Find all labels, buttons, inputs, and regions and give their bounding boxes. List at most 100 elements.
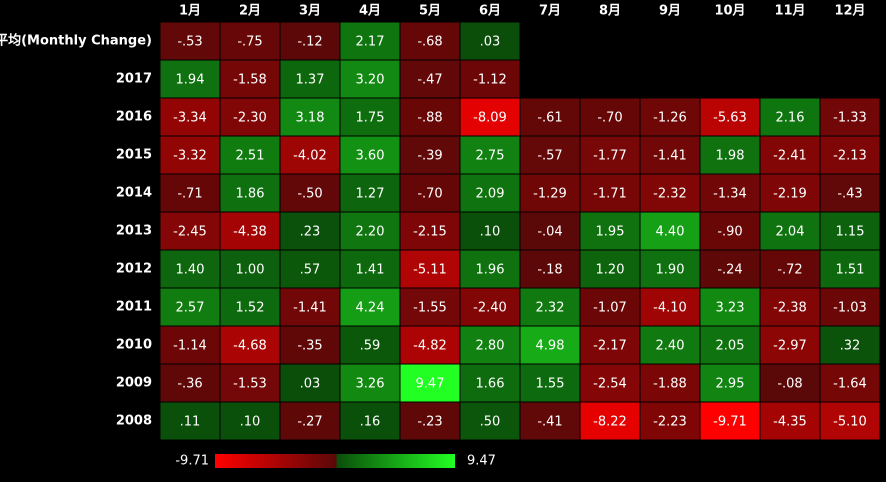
cell-label: -4.38 [233, 225, 267, 240]
row-label: 2013 [116, 224, 152, 239]
cell-label: -.57 [537, 149, 562, 164]
cell-label: -.23 [417, 415, 442, 430]
heatmap-cell [339, 325, 401, 365]
cell-label: 3.26 [356, 377, 385, 392]
cell-label: -2.38 [773, 301, 807, 316]
cell-label: .11 [180, 415, 201, 430]
cell-label: -2.30 [233, 111, 267, 126]
cell-label: 2.80 [476, 339, 505, 354]
heatmap-cell [519, 211, 581, 251]
cell-label: 1.20 [596, 263, 625, 278]
cell-label: 9.47 [416, 377, 445, 392]
cell-label: -1.64 [833, 377, 867, 392]
cell-label: -9.71 [713, 415, 747, 430]
cell-label: -2.97 [773, 339, 807, 354]
cell-label: .16 [360, 415, 381, 430]
cell-label: 1.41 [356, 263, 385, 278]
cell-label: -5.63 [713, 111, 747, 126]
heatmap-cell [339, 401, 401, 441]
cell-label: 2.57 [176, 301, 205, 316]
cell-label: 2.95 [716, 377, 745, 392]
cell-label: -2.54 [593, 377, 627, 392]
cell-label: 1.51 [836, 263, 865, 278]
heatmap-cell [279, 211, 341, 251]
cell-label: -2.40 [473, 301, 507, 316]
heatmap-cell [279, 173, 341, 213]
cell-label: -.47 [417, 73, 442, 88]
cell-label: -.68 [417, 35, 442, 50]
cell-label: 2.20 [356, 225, 385, 240]
heatmap-cell [459, 211, 521, 251]
heatmap-cell [339, 287, 401, 327]
heatmap-cell [819, 173, 881, 213]
heatmap-cell [399, 287, 461, 327]
column-label: 4月 [359, 4, 381, 19]
heatmap-cell [639, 287, 701, 327]
heatmap-cell [159, 173, 221, 213]
cell-label: -1.07 [593, 301, 627, 316]
cell-label: -2.19 [773, 187, 807, 202]
cell-label: -.71 [177, 187, 202, 202]
heatmap-cell [699, 97, 761, 137]
heatmap-cell [699, 249, 761, 289]
cell-label: -1.41 [293, 301, 327, 316]
cell-label: 3.60 [356, 149, 385, 164]
heatmap-cell [219, 59, 281, 99]
heatmap-cell [759, 173, 821, 213]
cell-label: 3.20 [356, 73, 385, 88]
cell-label: 3.23 [716, 301, 745, 316]
cell-label: -.12 [297, 35, 322, 50]
cell-label: .03 [300, 377, 321, 392]
heatmap-cell [699, 287, 761, 327]
row-label: 2010 [116, 338, 152, 353]
column-label: 2月 [239, 4, 261, 19]
cell-label: -4.35 [773, 415, 807, 430]
cell-label: -1.14 [173, 339, 207, 354]
cell-label: 1.52 [236, 301, 265, 316]
heatmap-cell [399, 211, 461, 251]
column-label: 9月 [659, 4, 681, 19]
heatmap-cell [519, 363, 581, 403]
heatmap-cell [279, 401, 341, 441]
heatmap-cell [219, 401, 281, 441]
cell-label: -8.22 [593, 415, 627, 430]
colorbar-max-label: 9.47 [467, 454, 496, 469]
heatmap-cell [519, 97, 581, 137]
cell-label: -1.41 [653, 149, 687, 164]
cell-label: -1.33 [833, 111, 867, 126]
cell-label: 1.98 [716, 149, 745, 164]
heatmap-cell [159, 325, 221, 365]
heatmap-cell [639, 363, 701, 403]
heatmap-cell [519, 287, 581, 327]
cell-label: 1.86 [236, 187, 265, 202]
cell-label: -.70 [597, 111, 622, 126]
heatmap-cell [579, 249, 641, 289]
heatmap-cell [159, 249, 221, 289]
heatmap-cell [639, 173, 701, 213]
cell-label: -.75 [237, 35, 262, 50]
row-label: 2014 [116, 186, 152, 201]
column-label: 7月 [539, 4, 561, 19]
cell-label: -.50 [297, 187, 322, 202]
cell-label: .23 [300, 225, 321, 240]
cell-label: -2.15 [413, 225, 447, 240]
cell-label: -.72 [777, 263, 802, 278]
heatmap-cell [219, 287, 281, 327]
heatmap-cell [519, 135, 581, 175]
heatmap-cell [159, 401, 221, 441]
cell-label: -.04 [537, 225, 562, 240]
column-label: 1月 [179, 4, 201, 19]
heatmap-cell [279, 363, 341, 403]
heatmap-cell [219, 363, 281, 403]
heatmap-cell [699, 173, 761, 213]
cell-label: -1.53 [233, 377, 267, 392]
cell-label: 1.90 [656, 263, 685, 278]
cell-label: 1.37 [296, 73, 325, 88]
cell-label: -.35 [297, 339, 322, 354]
cell-label: 2.04 [776, 225, 805, 240]
cell-label: -1.77 [593, 149, 627, 164]
cell-label: -2.45 [173, 225, 207, 240]
cell-label: -2.13 [833, 149, 867, 164]
cell-label: -.70 [417, 187, 442, 202]
